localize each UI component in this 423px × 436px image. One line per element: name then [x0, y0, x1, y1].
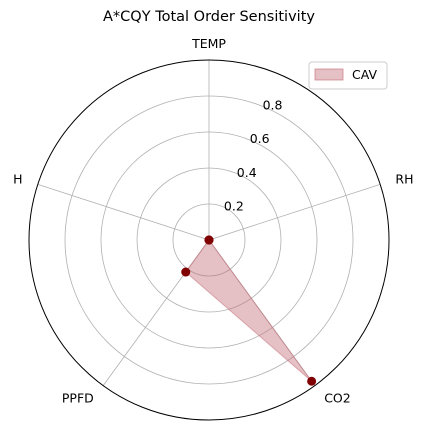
tick-label-2: 0.4 — [237, 165, 257, 180]
legend-label-cav: CAV — [352, 67, 377, 82]
axis-label-temp: TEMP — [191, 36, 226, 51]
chart-title: A*CQY Total Order Sensitivity — [103, 9, 315, 25]
data-point-ppfd — [181, 267, 191, 277]
legend: CAV — [308, 61, 388, 90]
axis-label-co2: CO2 — [324, 391, 351, 406]
axis-spokes — [37, 60, 381, 386]
spoke-rh — [208, 183, 381, 241]
axis-label-ppfd: PPFD — [62, 391, 94, 406]
outer-frame — [28, 59, 390, 421]
data-point-co2 — [307, 376, 317, 386]
legend-swatch-cav — [314, 68, 344, 81]
data-point-h — [204, 235, 214, 245]
tick-label-4: 0.8 — [263, 98, 283, 113]
spoke-h — [37, 183, 210, 241]
tick-label-3: 0.6 — [250, 131, 270, 146]
axis-label-rh: RH — [395, 171, 413, 186]
radial-tick-labels: 0.2 0.4 0.6 0.8 — [224, 98, 283, 214]
axis-label-h: H — [13, 171, 22, 186]
tick-label-1: 0.2 — [224, 198, 244, 213]
series-area-cav — [185, 239, 313, 382]
series-layer — [181, 235, 317, 386]
axis-labels: TEMP RH CO2 PPFD H — [13, 36, 413, 406]
